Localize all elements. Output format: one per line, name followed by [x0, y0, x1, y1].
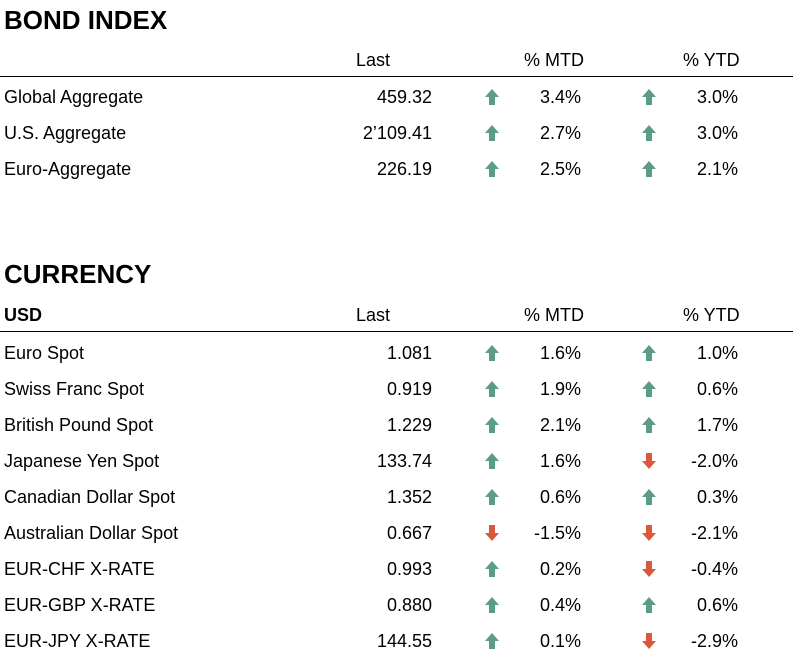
row-name: Swiss Franc Spot: [4, 379, 145, 399]
row-last: 459.32: [376, 87, 432, 107]
currency-header-mtd: % MTD: [524, 305, 584, 325]
arrow-up-icon: [641, 88, 657, 106]
table-row: U.S. Aggregate 2’109.41 2.7% 3.0%: [0, 115, 793, 151]
arrow-up-icon: [641, 488, 657, 506]
arrow-down-icon: [641, 632, 657, 650]
arrow-up-icon: [641, 416, 657, 434]
arrow-down-icon: [484, 524, 500, 542]
arrow-up-icon: [484, 452, 500, 470]
row-last: 133.74: [376, 451, 432, 471]
bond-header-last: Last: [356, 50, 391, 70]
row-ytd: -2.0%: [690, 451, 738, 471]
table-row: EUR-CHF X-RATE 0.993 0.2% -0.4%: [0, 551, 793, 587]
row-last: 0.667: [386, 523, 432, 543]
table-row: EUR-JPY X-RATE 144.55 0.1% -2.9%: [0, 623, 793, 659]
arrow-up-icon: [484, 416, 500, 434]
row-mtd: 1.6%: [539, 451, 581, 471]
arrow-up-icon: [641, 596, 657, 614]
row-ytd: 0.3%: [696, 487, 738, 507]
currency-title: CURRENCY: [4, 259, 152, 289]
arrow-up-icon: [484, 160, 500, 178]
row-ytd: 3.0%: [696, 87, 738, 107]
row-mtd: 0.2%: [539, 559, 581, 579]
arrow-up-icon: [484, 124, 500, 142]
table-row: Euro-Aggregate 226.19 2.5% 2.1%: [0, 151, 793, 187]
table-row: Australian Dollar Spot 0.667 -1.5% -2.1%: [0, 515, 793, 551]
row-mtd: 1.9%: [539, 379, 581, 399]
currency-header-ytd: % YTD: [683, 305, 740, 325]
row-name: Japanese Yen Spot: [4, 451, 160, 471]
row-name: EUR-GBP X-RATE: [4, 595, 156, 615]
row-name: EUR-JPY X-RATE: [4, 631, 151, 651]
row-name: Euro-Aggregate: [4, 159, 132, 179]
row-mtd: 3.4%: [539, 87, 581, 107]
row-name: Australian Dollar Spot: [4, 523, 179, 543]
row-last: 1.352: [386, 487, 432, 507]
row-ytd: -2.9%: [690, 631, 738, 651]
row-mtd: 0.1%: [539, 631, 581, 651]
row-name: U.S. Aggregate: [4, 123, 127, 143]
row-ytd: 3.0%: [696, 123, 738, 143]
row-mtd: 0.4%: [539, 595, 581, 615]
row-ytd: 0.6%: [696, 595, 738, 615]
row-ytd: -2.1%: [690, 523, 738, 543]
currency-header-last: Last: [356, 305, 391, 325]
row-ytd: 1.0%: [696, 343, 738, 363]
row-name: British Pound Spot: [4, 415, 154, 435]
arrow-up-icon: [484, 488, 500, 506]
bond-index-title: BOND INDEX: [4, 5, 168, 35]
table-row: Global Aggregate 459.32 3.4% 3.0%: [0, 79, 793, 115]
arrow-up-icon: [641, 344, 657, 362]
row-last: 2’109.41: [362, 123, 432, 143]
table-row: Japanese Yen Spot 133.74 1.6% -2.0%: [0, 443, 793, 479]
row-last: 0.993: [386, 559, 432, 579]
row-last: 1.229: [386, 415, 432, 435]
arrow-up-icon: [641, 124, 657, 142]
arrow-up-icon: [484, 380, 500, 398]
row-mtd: 2.1%: [539, 415, 581, 435]
row-name: EUR-CHF X-RATE: [4, 559, 155, 579]
arrow-up-icon: [484, 88, 500, 106]
table-row: British Pound Spot 1.229 2.1% 1.7%: [0, 407, 793, 443]
row-ytd: 0.6%: [696, 379, 738, 399]
arrow-up-icon: [641, 160, 657, 178]
table-row: Swiss Franc Spot 0.919 1.9% 0.6%: [0, 371, 793, 407]
bond-header-mtd: % MTD: [524, 50, 584, 70]
row-mtd: 2.7%: [539, 123, 581, 143]
currency-header-name: USD: [4, 305, 43, 325]
arrow-up-icon: [641, 380, 657, 398]
row-ytd: -0.4%: [690, 559, 738, 579]
row-mtd: 1.6%: [539, 343, 581, 363]
row-ytd: 1.7%: [696, 415, 738, 435]
currency-table-header: USD Last % MTD % YTD: [0, 303, 793, 332]
row-last: 144.55: [376, 631, 432, 651]
arrow-up-icon: [484, 344, 500, 362]
bond-header-ytd: % YTD: [683, 50, 740, 70]
arrow-up-icon: [484, 560, 500, 578]
table-row: EUR-GBP X-RATE 0.880 0.4% 0.6%: [0, 587, 793, 623]
row-last: 0.880: [386, 595, 432, 615]
row-last: 0.919: [386, 379, 432, 399]
table-row: Canadian Dollar Spot 1.352 0.6% 0.3%: [0, 479, 793, 515]
row-name: Global Aggregate: [4, 87, 144, 107]
arrow-down-icon: [641, 524, 657, 542]
row-mtd: -1.5%: [533, 523, 581, 543]
arrow-down-icon: [641, 452, 657, 470]
row-last: 226.19: [376, 159, 432, 179]
row-mtd: 2.5%: [539, 159, 581, 179]
arrow-up-icon: [484, 596, 500, 614]
row-last: 1.081: [386, 343, 432, 363]
row-ytd: 2.1%: [696, 159, 738, 179]
row-name: Canadian Dollar Spot: [4, 487, 176, 507]
arrow-up-icon: [484, 632, 500, 650]
bond-table-header: Last % MTD % YTD: [0, 48, 793, 77]
arrow-down-icon: [641, 560, 657, 578]
row-mtd: 0.6%: [539, 487, 581, 507]
row-name: Euro Spot: [4, 343, 85, 363]
table-row: Euro Spot 1.081 1.6% 1.0%: [0, 335, 793, 371]
